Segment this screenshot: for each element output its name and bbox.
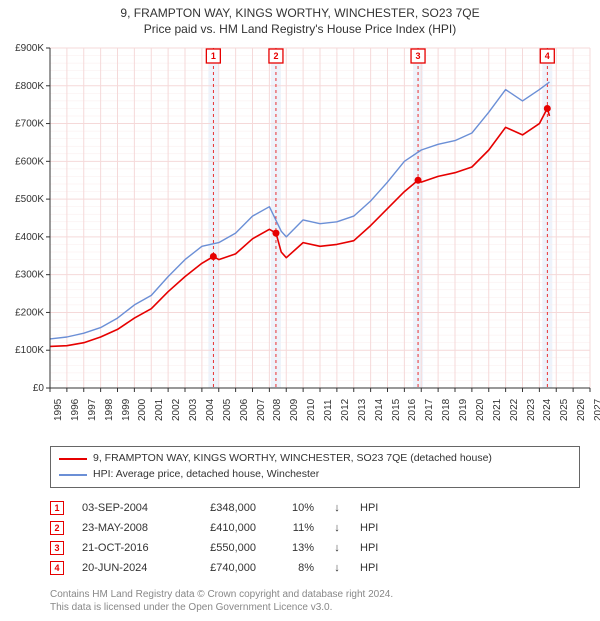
x-tick-label: 2006 [239,399,250,421]
chart-container: 1 2 3 4 £0 £100K £200K £300K £400K £500K £600K £700… [0,38,600,438]
svg-text:£800K: £800K [15,81,44,92]
event-row: 1 03-SEP-2004 £348,000 10% ↓ HPI [50,498,580,518]
event-ref: HPI [360,562,390,574]
svg-text:£100K: £100K [15,345,44,356]
legend-swatch [59,458,87,460]
x-tick-label: 1996 [70,399,81,421]
x-tick-label: 2015 [391,399,402,421]
svg-text:£600K: £600K [15,156,44,167]
x-tick-label: 1999 [121,399,132,421]
x-tick-label: 1995 [53,399,64,421]
arrow-down-icon: ↓ [332,502,342,514]
x-tick-label: 2024 [542,399,553,421]
x-tick-label: 2020 [475,399,486,421]
svg-text:2: 2 [273,51,278,61]
svg-text:4: 4 [545,51,550,61]
event-date: 23-MAY-2008 [82,522,168,534]
event-price: £550,000 [186,542,256,554]
event-gap: 11% [274,522,314,534]
legend-item: 9, FRAMPTON WAY, KINGS WORTHY, WINCHESTE… [59,451,571,467]
legend-swatch [59,474,87,476]
footer-line-2: This data is licensed under the Open Gov… [50,601,580,615]
event-gap: 10% [274,502,314,514]
x-tick-label: 2002 [171,399,182,421]
event-date: 20-JUN-2024 [82,562,168,574]
event-marker: 1 [50,501,64,515]
legend-label: 9, FRAMPTON WAY, KINGS WORTHY, WINCHESTE… [93,451,492,467]
x-tick-label: 2010 [306,399,317,421]
event-row: 4 20-JUN-2024 £740,000 8% ↓ HPI [50,558,580,578]
legend: 9, FRAMPTON WAY, KINGS WORTHY, WINCHESTE… [50,446,580,488]
x-tick-label: 2004 [205,399,216,421]
x-tick-label: 2026 [576,399,587,421]
event-gap: 8% [274,562,314,574]
footer-line-1: Contains HM Land Registry data © Crown c… [50,588,580,602]
legend-item: HPI: Average price, detached house, Winc… [59,467,571,483]
x-tick-label: 2023 [526,399,537,421]
x-tick-label: 2011 [323,399,334,421]
x-tick-label: 2003 [188,399,199,421]
x-tick-label: 2000 [137,399,148,421]
arrow-down-icon: ↓ [332,522,342,534]
svg-text:£900K: £900K [15,43,44,54]
event-row: 2 23-MAY-2008 £410,000 11% ↓ HPI [50,518,580,538]
chart-title-address: 9, FRAMPTON WAY, KINGS WORTHY, WINCHESTE… [0,6,600,20]
event-price: £410,000 [186,522,256,534]
x-tick-label: 2013 [357,399,368,421]
event-date: 03-SEP-2004 [82,502,168,514]
x-tick-label: 2025 [559,399,570,421]
chart-title-subtitle: Price paid vs. HM Land Registry's House … [0,22,600,36]
event-ref: HPI [360,502,390,514]
legend-label: HPI: Average price, detached house, Winc… [93,467,319,483]
x-tick-label: 2007 [256,399,267,421]
x-tick-label: 2014 [374,399,385,421]
x-tick-label: 2022 [509,399,520,421]
svg-text:£0: £0 [33,383,45,394]
event-gap: 13% [274,542,314,554]
svg-text:1: 1 [211,51,216,61]
event-marker: 2 [50,521,64,535]
svg-text:£400K: £400K [15,232,44,243]
event-row: 3 21-OCT-2016 £550,000 13% ↓ HPI [50,538,580,558]
arrow-down-icon: ↓ [332,542,342,554]
event-marker: 4 [50,561,64,575]
x-tick-label: 2018 [441,399,452,421]
x-tick-label: 2012 [340,399,351,421]
x-tick-label: 2021 [492,399,503,421]
x-tick-label: 1997 [87,399,98,421]
attribution-footer: Contains HM Land Registry data © Crown c… [50,588,580,615]
event-ref: HPI [360,522,390,534]
event-ref: HPI [360,542,390,554]
svg-text:3: 3 [416,51,421,61]
x-tick-label: 2017 [424,399,435,421]
x-tick-label: 2001 [154,399,165,421]
title-block: 9, FRAMPTON WAY, KINGS WORTHY, WINCHESTE… [0,0,600,38]
x-tick-label: 2008 [272,399,283,421]
event-price: £740,000 [186,562,256,574]
svg-text:£500K: £500K [15,194,44,205]
price-chart: 1 2 3 4 £0 £100K £200K £300K £400K £500K £600K £700… [0,38,600,438]
x-tick-label: 2016 [407,399,418,421]
arrow-down-icon: ↓ [332,562,342,574]
event-marker: 3 [50,541,64,555]
svg-text:£200K: £200K [15,307,44,318]
x-tick-label: 2019 [458,399,469,421]
x-tick-label: 1998 [104,399,115,421]
x-tick-label: 2005 [222,399,233,421]
svg-text:£300K: £300K [15,270,44,281]
svg-text:£700K: £700K [15,119,44,130]
x-tick-label: 2027 [593,399,600,421]
event-date: 21-OCT-2016 [82,542,168,554]
events-table: 1 03-SEP-2004 £348,000 10% ↓ HPI 2 23-MAY-2008 £… [50,498,580,578]
event-price: £348,000 [186,502,256,514]
x-tick-label: 2009 [289,399,300,421]
